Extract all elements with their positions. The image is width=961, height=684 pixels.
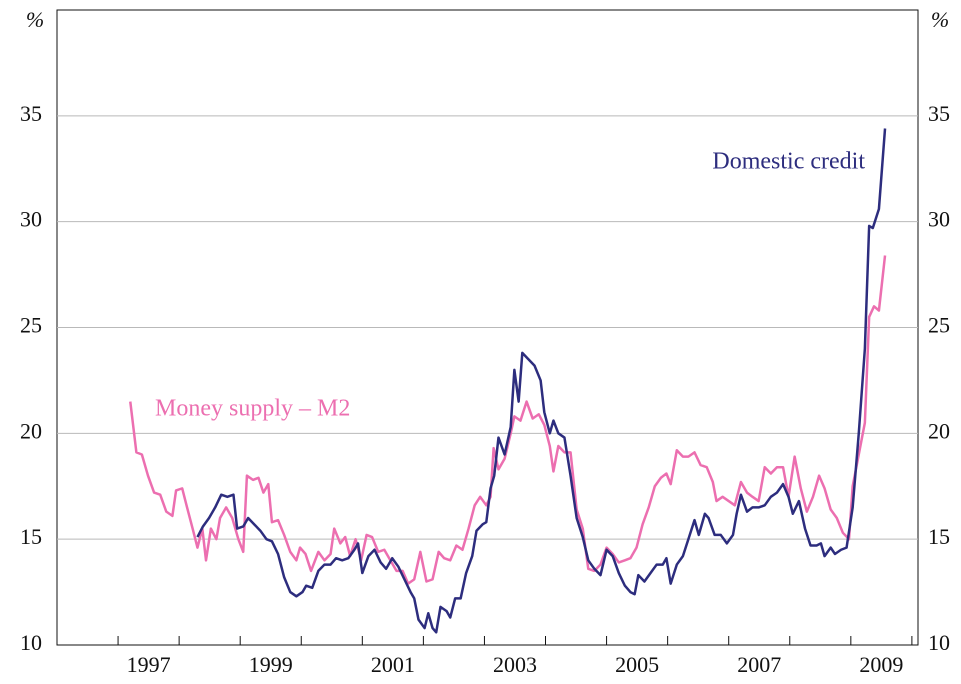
series-line [196,128,887,634]
x-tick-label: 2003 [493,652,537,677]
y-axis-label: % [26,7,44,32]
y-tick-label: 30 [20,207,42,232]
x-tick-label: 2009 [859,652,903,677]
series-label: Domestic credit [712,149,865,175]
x-tick-label: 2005 [615,652,659,677]
x-tick-label: 1997 [127,652,171,677]
y-tick-label: 20 [20,418,42,443]
series-line [129,255,887,585]
y-tick-label: 35 [20,101,42,126]
y2-tick-label: 10 [928,630,950,655]
y-tick-label: 25 [20,313,42,338]
y2-tick-label: 15 [928,524,950,549]
y2-axis-label: % [931,7,949,32]
x-tick-label: 2001 [371,652,415,677]
y2-tick-label: 30 [928,207,950,232]
series-label: Money supply – M2 [155,396,350,422]
y2-tick-label: 25 [928,313,950,338]
x-tick-label: 2007 [737,652,781,677]
x-tick-label: 1999 [249,652,293,677]
y2-tick-label: 20 [928,418,950,443]
y-tick-label: 10 [20,630,42,655]
y-tick-label: 15 [20,524,42,549]
y2-tick-label: 35 [928,101,950,126]
